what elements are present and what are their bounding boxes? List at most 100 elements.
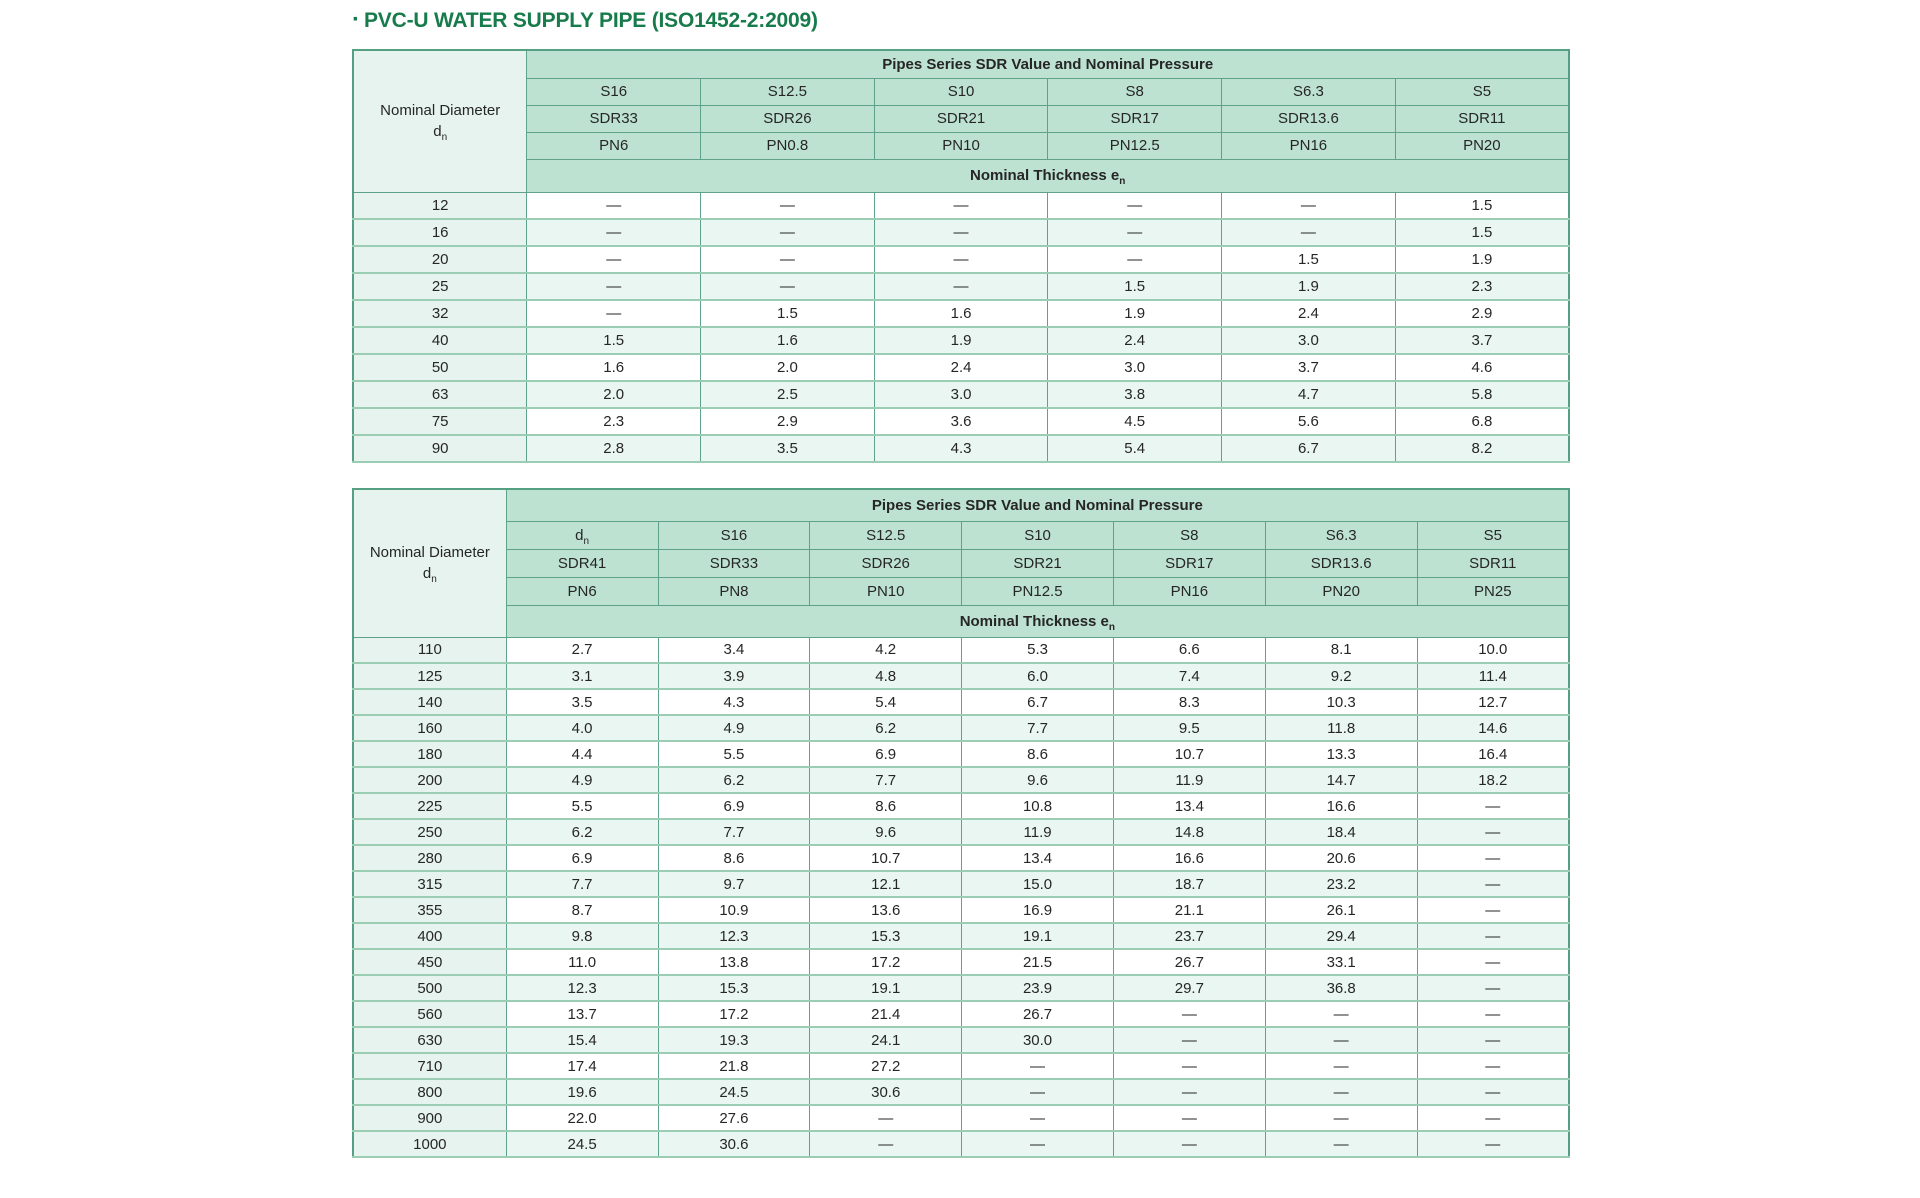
thickness-value-cell: 1.9 xyxy=(1394,245,1570,274)
thickness-value-cell: 2.3 xyxy=(1394,272,1570,301)
sdr-header-cell: SDR17 xyxy=(1112,548,1266,578)
table-row: 800 19.6 24.5 30.6— — — — xyxy=(352,1078,1570,1106)
diameter-cell: 500 xyxy=(352,974,507,1002)
thickness-value-cell: 6.2 xyxy=(809,714,963,742)
thickness-value-cell: 21.5 xyxy=(961,948,1114,976)
thickness-value-cell: 6.9 xyxy=(657,792,811,820)
content-area: · PVC-U WATER SUPPLY PIPE (ISO1452-2:200… xyxy=(352,6,1570,1158)
thickness-value-cell: — xyxy=(1416,1104,1570,1132)
series-header-cell: S10 xyxy=(961,520,1114,550)
thickness-value-cell: 7.7 xyxy=(505,870,659,898)
thickness-value-cell: 2.4 xyxy=(873,353,1049,382)
thickness-value-cell: 9.6 xyxy=(809,818,963,846)
thickness-value-cell: 2.5 xyxy=(700,380,875,409)
sdr-header-cell: SDR21 xyxy=(873,104,1049,133)
diameter-cell: 400 xyxy=(352,922,507,950)
thickness-value-cell: — xyxy=(1416,818,1570,846)
thickness-value-cell: 2.9 xyxy=(700,407,875,436)
thickness-value-cell: 1.5 xyxy=(526,326,702,355)
thickness-value-cell: 1.5 xyxy=(1047,272,1223,301)
thickness-value-cell: 36.8 xyxy=(1264,974,1418,1002)
diameter-cell: 630 xyxy=(352,1026,507,1054)
thickness-value-cell: 12.7 xyxy=(1416,688,1570,716)
series-header-cell: S5 xyxy=(1416,520,1570,550)
sdr-header-cell: SDR11 xyxy=(1394,104,1570,133)
sdr-header-cell: SDR33 xyxy=(657,548,811,578)
thickness-value-cell: 11.9 xyxy=(961,818,1114,846)
diameter-cell: 90 xyxy=(352,434,528,463)
thickness-value-cell: 4.0 xyxy=(505,714,659,742)
large-diameter-table-container: Nominal Diameter dn Pipes Series SDR Value… xyxy=(352,488,1570,1158)
thickness-value-cell: 6.7 xyxy=(961,688,1114,716)
thickness-value-cell: 10.0 xyxy=(1416,636,1570,664)
thickness-value-cell: 17.4 xyxy=(505,1052,659,1080)
thickness-value-cell: — xyxy=(1264,1130,1418,1158)
diameter-cell: 75 xyxy=(352,407,528,436)
thickness-value-cell: 16.4 xyxy=(1416,740,1570,768)
table-row: 90 2.8 3.5 4.3 5.4 6.7 8.2 xyxy=(352,434,1570,463)
diameter-cell: 125 xyxy=(352,662,507,690)
thickness-value-cell: 23.7 xyxy=(1112,922,1266,950)
subscript: n xyxy=(431,574,437,586)
thickness-value-cell: 8.6 xyxy=(657,844,811,872)
thickness-value-cell: — xyxy=(961,1104,1114,1132)
subscript: n xyxy=(1119,176,1126,187)
diameter-cell: 560 xyxy=(352,1000,507,1028)
sdr-header-cell: SDR11 xyxy=(1416,548,1570,578)
thickness-value-cell: 10.7 xyxy=(809,844,963,872)
table-body: 12— — — — —1.5 16— — — — —1.5 20— — — —1.5 1.9 25— — —1.5… xyxy=(352,191,1570,463)
thickness-value-cell: 8.1 xyxy=(1264,636,1418,664)
thickness-value-cell: 2.9 xyxy=(1394,299,1570,328)
thickness-value-cell: — xyxy=(1264,1078,1418,1106)
thickness-value-cell: — xyxy=(1416,948,1570,976)
thickness-value-cell: 20.6 xyxy=(1264,844,1418,872)
thickness-value-cell: 8.6 xyxy=(961,740,1114,768)
table-row: 280 6.9 8.6 10.7 13.4 16.6 20.6— xyxy=(352,844,1570,872)
thickness-value-cell: — xyxy=(873,218,1049,247)
sdr-header-row: SDR33 SDR26 SDR21 SDR17 SDR13.6 SDR11 xyxy=(353,104,1570,133)
thickness-value-cell: 3.5 xyxy=(700,434,875,463)
thickness-value-cell: 23.9 xyxy=(961,974,1114,1002)
thickness-value-cell: 2.7 xyxy=(505,636,659,664)
thickness-value-cell: — xyxy=(700,191,875,220)
diameter-cell: 110 xyxy=(352,636,507,664)
thickness-value-cell: 12.1 xyxy=(809,870,963,898)
thickness-value-cell: — xyxy=(1112,1078,1266,1106)
thickness-value-cell: 15.3 xyxy=(809,922,963,950)
thickness-value-cell: — xyxy=(873,245,1049,274)
thickness-value-cell: 8.2 xyxy=(1394,434,1570,463)
header-band-row: Nominal Diameter dn Pipes Series SDR Value… xyxy=(352,49,1570,193)
thickness-value-cell: 1.6 xyxy=(526,353,702,382)
thickness-value-cell: 11.8 xyxy=(1264,714,1418,742)
thickness-value-cell: 11.9 xyxy=(1112,766,1266,794)
thickness-value-cell: 5.5 xyxy=(657,740,811,768)
sdr-header-cell: SDR17 xyxy=(1047,104,1223,133)
thickness-value-cell: 10.7 xyxy=(1112,740,1266,768)
title-bullet-icon: · xyxy=(352,6,360,33)
thickness-value-cell: — xyxy=(700,218,875,247)
thickness-value-cell: 19.1 xyxy=(809,974,963,1002)
subscript: n xyxy=(441,132,448,144)
thickness-value-cell: — xyxy=(1416,870,1570,898)
thickness-value-cell: — xyxy=(1416,844,1570,872)
pn-header-cell: PN25 xyxy=(1416,576,1570,606)
table-row: 900 22.0 27.6— — — — — xyxy=(352,1104,1570,1132)
thickness-value-cell: 4.3 xyxy=(657,688,811,716)
diameter-cell: 63 xyxy=(352,380,528,409)
thickness-value-cell: 14.7 xyxy=(1264,766,1418,794)
thickness-value-cell: 7.7 xyxy=(809,766,963,794)
thickness-value-cell: 9.7 xyxy=(657,870,811,898)
pn-header-cell: PN6 xyxy=(505,576,659,606)
thickness-value-cell: 6.7 xyxy=(1221,434,1396,463)
thickness-value-cell: — xyxy=(1416,1078,1570,1106)
table-row: 110 2.7 3.4 4.2 5.3 6.6 8.1 10.0 xyxy=(352,636,1570,664)
table-row: 560 13.7 17.2 21.4 26.7— — — xyxy=(352,1000,1570,1028)
pn-header-row: PN6 PN8 PN10 PN12.5 PN16 PN20 PN25 xyxy=(353,576,1570,606)
table-row: 355 8.7 10.9 13.6 16.9 21.1 26.1— xyxy=(352,896,1570,924)
thickness-value-cell: 18.4 xyxy=(1264,818,1418,846)
thickness-value-cell: 10.8 xyxy=(961,792,1114,820)
table-row: 125 3.1 3.9 4.8 6.0 7.4 9.2 11.4 xyxy=(352,662,1570,690)
diameter-cell: 25 xyxy=(352,272,528,301)
table-row: 40 1.5 1.6 1.9 2.4 3.0 3.7 xyxy=(352,326,1570,355)
